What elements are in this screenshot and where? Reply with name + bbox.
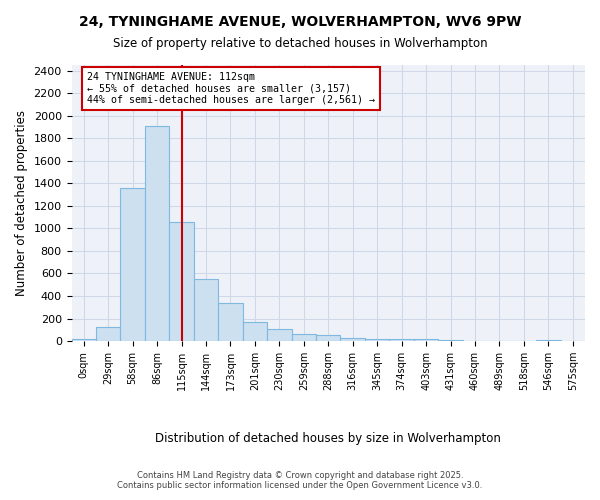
Text: 24 TYNINGHAME AVENUE: 112sqm
← 55% of detached houses are smaller (3,157)
44% of: 24 TYNINGHAME AVENUE: 112sqm ← 55% of de… xyxy=(88,72,376,105)
Bar xyxy=(340,338,365,341)
Bar xyxy=(267,328,292,341)
Bar xyxy=(194,278,218,341)
Bar xyxy=(316,335,340,341)
Bar xyxy=(242,322,267,341)
Bar xyxy=(169,222,194,341)
Bar xyxy=(71,340,96,341)
Bar xyxy=(414,340,438,341)
Bar xyxy=(292,334,316,341)
Text: 24, TYNINGHAME AVENUE, WOLVERHAMPTON, WV6 9PW: 24, TYNINGHAME AVENUE, WOLVERHAMPTON, WV… xyxy=(79,15,521,29)
Bar xyxy=(438,340,463,341)
Text: Contains HM Land Registry data © Crown copyright and database right 2025.
Contai: Contains HM Land Registry data © Crown c… xyxy=(118,470,482,490)
Bar xyxy=(389,339,414,341)
Bar xyxy=(536,340,560,341)
Bar xyxy=(96,327,121,341)
Bar xyxy=(463,340,487,341)
X-axis label: Distribution of detached houses by size in Wolverhampton: Distribution of detached houses by size … xyxy=(155,432,501,445)
Bar xyxy=(218,304,242,341)
Text: Size of property relative to detached houses in Wolverhampton: Size of property relative to detached ho… xyxy=(113,38,487,51)
Y-axis label: Number of detached properties: Number of detached properties xyxy=(15,110,28,296)
Bar xyxy=(365,339,389,341)
Bar xyxy=(145,126,169,341)
Bar xyxy=(121,188,145,341)
